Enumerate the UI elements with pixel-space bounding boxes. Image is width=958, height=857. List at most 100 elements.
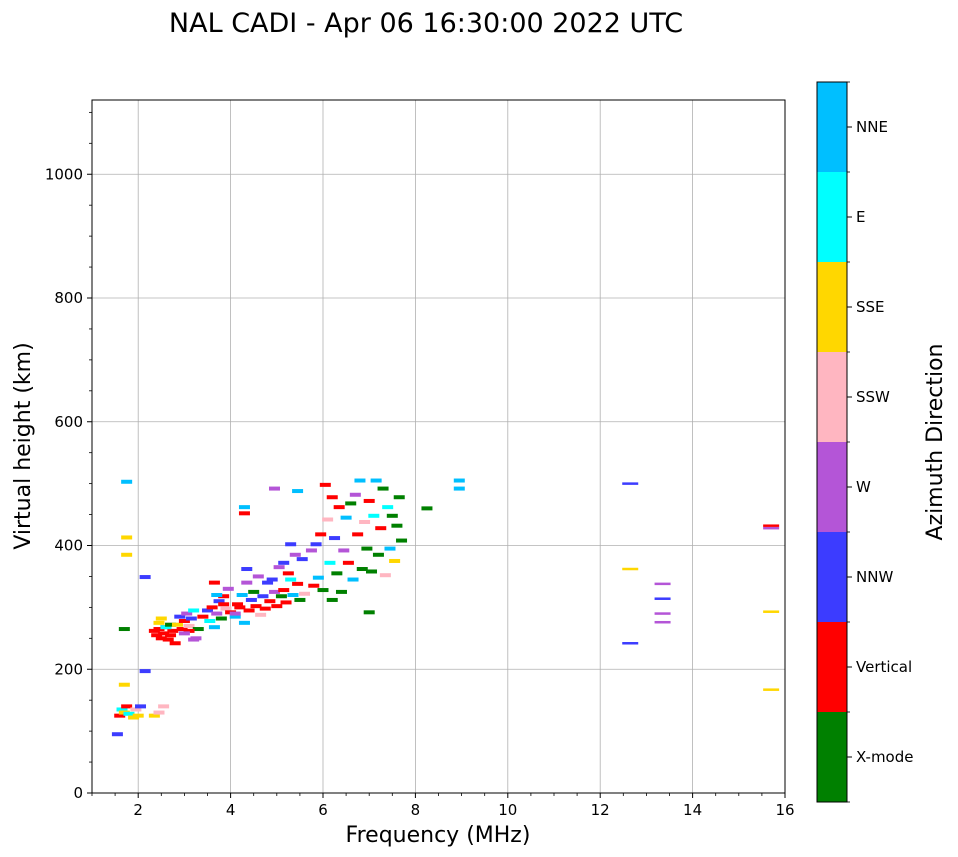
- echo-point-153: [763, 524, 780, 527]
- echo-point-136: [386, 513, 398, 518]
- colorbar-label-e: E: [856, 208, 865, 226]
- echo-point-89: [282, 571, 294, 576]
- colorbar-label-nne: NNE: [856, 118, 888, 136]
- colorbar-label-w: W: [856, 478, 871, 496]
- echo-point-31: [155, 616, 167, 621]
- echo-point-109: [324, 560, 336, 565]
- echo-point-72: [255, 612, 267, 617]
- echo-point-142: [396, 538, 408, 543]
- x-tick-label-6: 14: [683, 801, 702, 819]
- echo-point-148: [622, 642, 639, 645]
- y-tick-label-2: 400: [54, 537, 83, 555]
- echo-point-11: [153, 710, 165, 715]
- colorbar-label-nnw: NNW: [856, 568, 893, 586]
- echo-point-116: [340, 515, 352, 520]
- echo-point-87: [278, 560, 290, 565]
- echo-point-36: [176, 627, 188, 632]
- y-tick-label-1: 200: [54, 660, 83, 678]
- colorbar-label-x-mode: X-mode: [856, 748, 913, 766]
- echo-point-27: [165, 633, 177, 638]
- echo-point-149: [654, 582, 671, 586]
- echo-point-77: [266, 577, 278, 582]
- colorbar-segment-e: [817, 172, 847, 262]
- echo-point-10: [148, 713, 160, 718]
- echo-point-67: [243, 608, 255, 613]
- echo-point-68: [245, 597, 257, 602]
- echo-point-22: [153, 627, 165, 632]
- echo-point-127: [366, 569, 378, 574]
- echo-point-45: [188, 637, 200, 642]
- echo-point-131: [375, 526, 387, 531]
- echo-point-146: [622, 482, 639, 485]
- echo-point-135: [384, 546, 396, 551]
- y-tick-label-0: 0: [73, 784, 83, 802]
- echo-point-4: [121, 704, 133, 709]
- colorbar-segment-ssw: [817, 352, 847, 442]
- colorbar-label-vertical: Vertical: [856, 658, 912, 676]
- echo-point-26: [162, 637, 174, 642]
- echo-point-9: [135, 704, 147, 709]
- grid-lines: [92, 100, 786, 794]
- echo-point-51: [208, 625, 220, 630]
- echo-point-54: [215, 616, 227, 621]
- echo-point-112: [331, 571, 343, 576]
- echo-point-37: [178, 618, 190, 623]
- echo-point-48: [202, 608, 213, 613]
- echo-point-107: [319, 482, 331, 487]
- echo-point-49: [204, 618, 216, 623]
- echo-point-64: [236, 593, 248, 597]
- echo-point-15: [121, 552, 133, 557]
- echo-point-65: [238, 620, 250, 625]
- echo-point-97: [292, 489, 304, 494]
- y-axis-ticks: 0 200 400 600 800 1000: [45, 111, 92, 802]
- x-axis-label: Frequency (MHz): [346, 823, 531, 848]
- echo-point-105: [315, 532, 327, 537]
- echo-point-1: [114, 713, 126, 718]
- echo-point-52: [211, 611, 223, 616]
- echo-point-86: [275, 594, 287, 599]
- echo-point-14: [118, 627, 130, 632]
- x-tick-label-1: 4: [226, 801, 236, 819]
- chart-title: NAL CADI - Apr 06 16:30:00 2022 UTC: [169, 8, 683, 39]
- echo-point-24: [158, 631, 170, 636]
- echo-point-18: [139, 669, 151, 674]
- echo-point-150: [654, 597, 671, 600]
- colorbar-label-sse: SSE: [856, 298, 885, 316]
- echo-point-104: [312, 575, 324, 580]
- echo-point-144: [453, 486, 465, 491]
- data-points: [111, 478, 780, 737]
- x-tick-label-4: 10: [498, 801, 517, 819]
- echo-point-69: [248, 589, 260, 594]
- echo-point-83: [232, 602, 244, 607]
- azimuth-colorbar: X-mode Vertical NNW W SSW SSE E NNE: [816, 81, 913, 803]
- echo-point-43: [192, 627, 204, 632]
- echo-point-63: [234, 605, 246, 610]
- echo-point-39: [183, 623, 195, 628]
- echo-point-55: [218, 594, 230, 599]
- echo-point-151: [654, 612, 671, 615]
- echo-point-76: [264, 599, 276, 604]
- echo-point-30: [153, 620, 165, 625]
- echo-point-90: [285, 542, 297, 547]
- echo-point-145: [453, 478, 465, 483]
- echo-point-120: [349, 492, 361, 497]
- echo-point-78: [268, 589, 280, 594]
- echo-point-141: [326, 597, 338, 602]
- echo-point-28: [167, 628, 179, 633]
- echo-point-101: [305, 548, 317, 553]
- echo-point-139: [393, 495, 405, 500]
- echo-point-103: [310, 542, 322, 547]
- colorbar-segment-x-mode: [817, 712, 847, 802]
- echo-point-56: [220, 606, 232, 611]
- echo-point-47: [197, 614, 209, 619]
- plot-frame: [91, 99, 786, 794]
- echo-point-111: [329, 536, 341, 541]
- x-tick-label-5: 12: [591, 801, 610, 819]
- echo-point-114: [335, 589, 347, 594]
- echo-point-98: [285, 577, 297, 582]
- echo-point-29: [169, 641, 181, 646]
- echo-point-92: [289, 552, 301, 557]
- echo-point-119: [347, 577, 359, 582]
- echo-point-61: [218, 602, 230, 607]
- echo-point-32: [160, 625, 172, 630]
